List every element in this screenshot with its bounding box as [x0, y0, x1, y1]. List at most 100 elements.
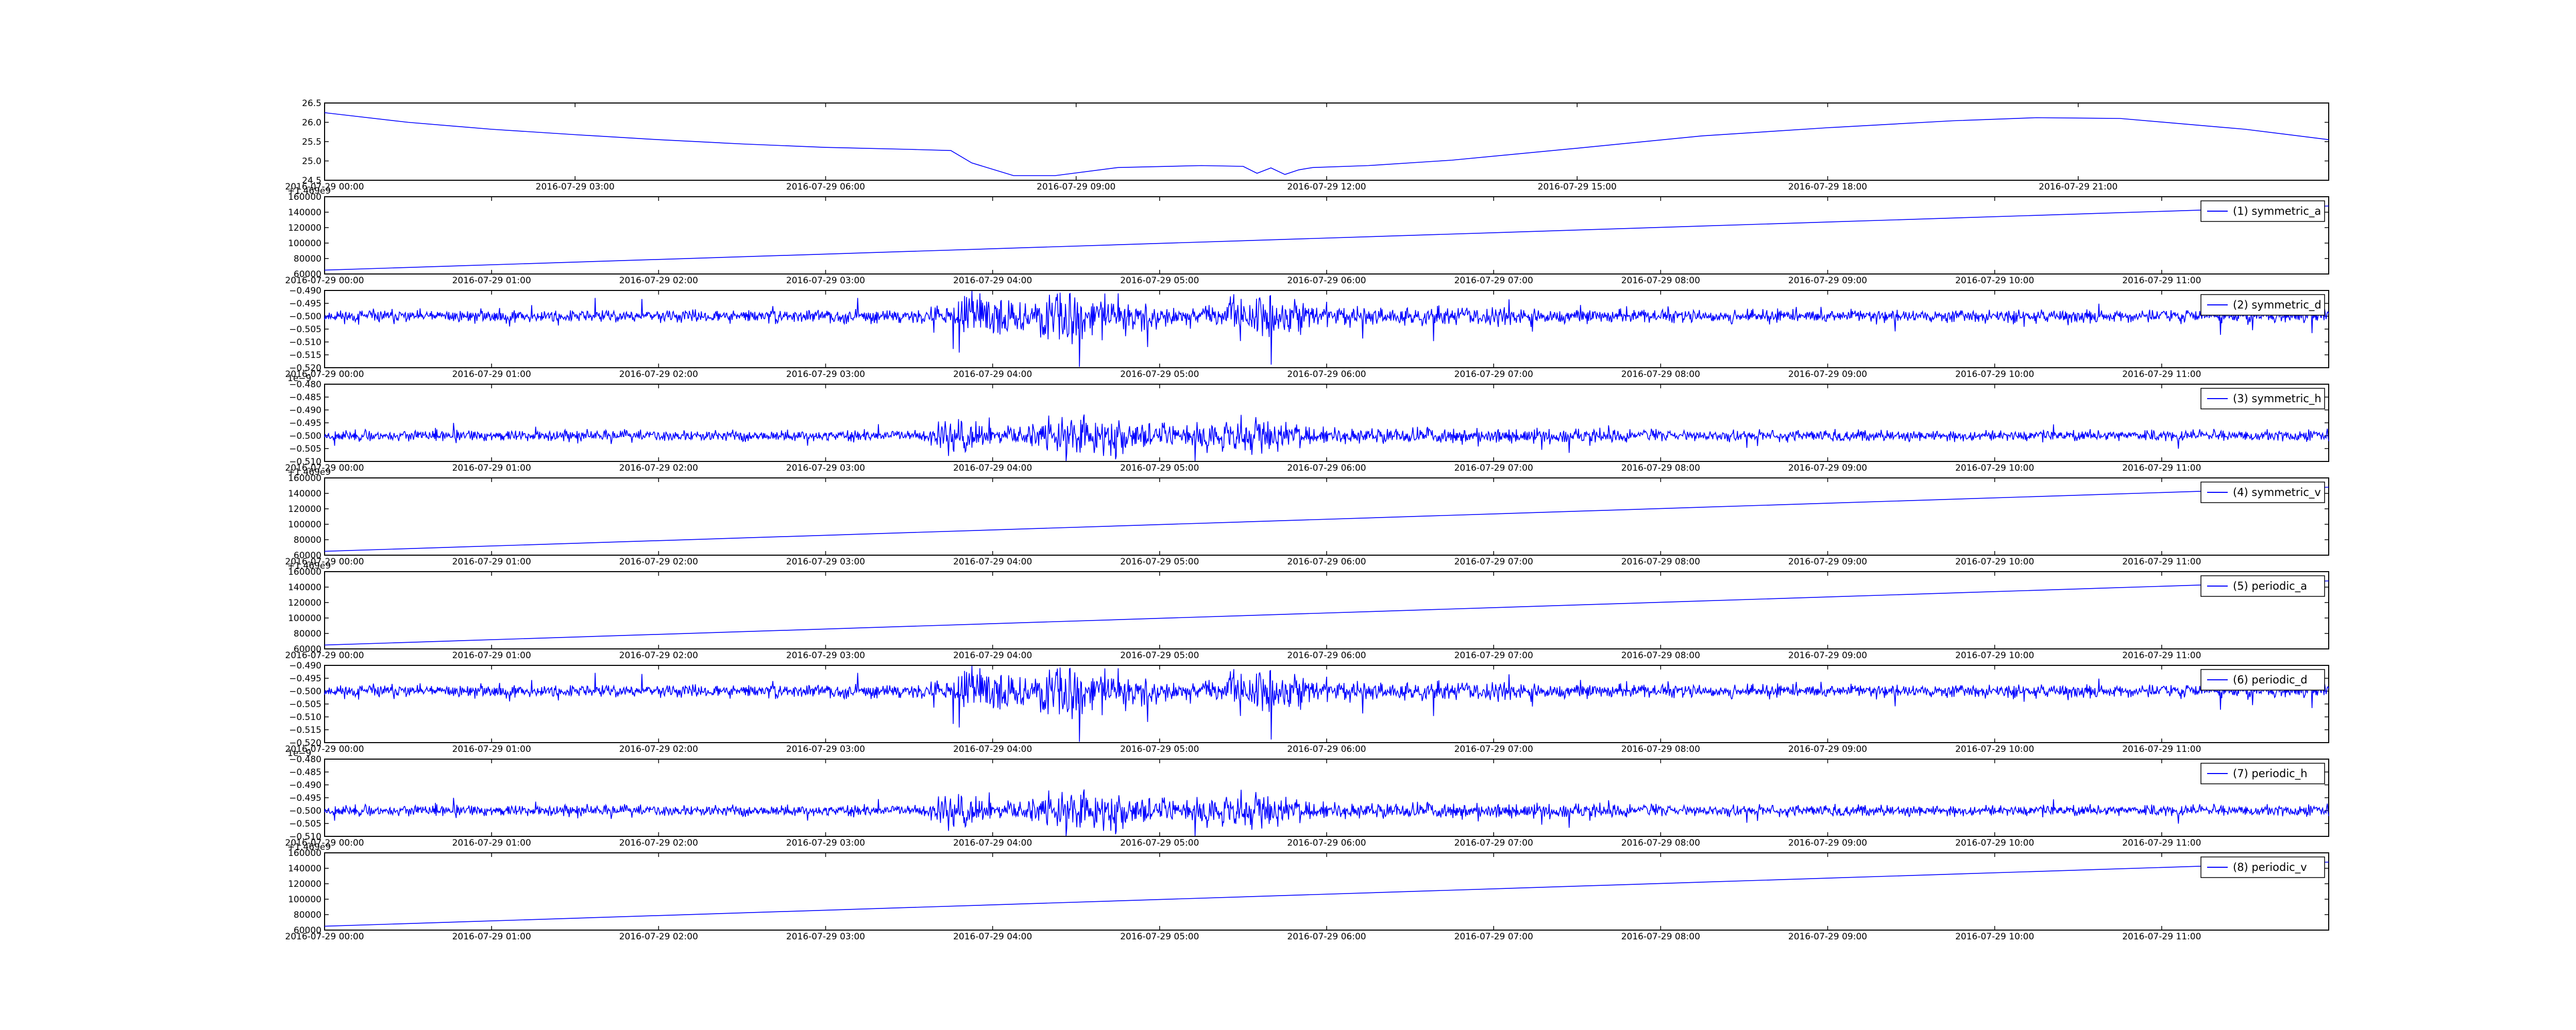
subplot-2: 60000 80000 100000 120000 140000 160000+1.469…: [285, 186, 2329, 286]
x-tick-label: 2016-07-29 08:00: [1621, 932, 1700, 942]
y-tick-label: −0.505: [289, 324, 321, 335]
x-tick-label: 2016-07-29 10:00: [1955, 463, 2034, 473]
y-tick-label: −0.480: [289, 754, 321, 765]
y-tick-label: −0.520: [289, 738, 321, 748]
y-tick-label: −0.500: [289, 312, 321, 322]
y-tick-label: 60000: [294, 551, 321, 561]
series-line: [324, 862, 2329, 927]
subplot-1: 24.5 25.0 25.5 26.0 26.5 2016-07-29 00:00 2016…: [285, 98, 2329, 192]
y-tick-label: −0.480: [289, 380, 321, 390]
x-tick-label: 2016-07-29 02:00: [619, 276, 698, 286]
x-tick-label: 2016-07-29 05:00: [1120, 557, 1199, 567]
y-tick-label: 60000: [294, 925, 321, 936]
legend: (1) symmetric_a: [2200, 200, 2325, 222]
y-tick-label: 80000: [294, 254, 321, 264]
y-tick-label: −0.500: [289, 686, 321, 697]
series-line: [324, 290, 2329, 367]
legend-label: (6) periodic_d: [2233, 674, 2308, 686]
x-tick-label: 2016-07-29 11:00: [2122, 463, 2201, 473]
x-tick-label: 2016-07-29 06:00: [1287, 838, 1366, 848]
x-tick-label: 2016-07-29 07:00: [1454, 932, 1533, 942]
x-tick-label: 2016-07-29 06:00: [1287, 932, 1366, 942]
x-tick-label: 2016-07-29 02:00: [619, 744, 698, 754]
x-tick-label: 2016-07-29 06:00: [1287, 369, 1366, 380]
x-tick-label: 2016-07-29 03:00: [786, 557, 865, 567]
series-line: [324, 665, 2329, 742]
x-tick-label: 2016-07-29 02:00: [619, 932, 698, 942]
axes-frame: [324, 477, 2329, 556]
y-tick-label: 140000: [288, 864, 321, 874]
y-tick-label: −0.495: [289, 674, 321, 684]
legend-label: (7) periodic_h: [2233, 767, 2308, 780]
x-tick-label: 2016-07-29 00:00: [285, 182, 364, 192]
axes-frame: [324, 852, 2329, 931]
x-tick-label: 2016-07-29 04:00: [953, 838, 1032, 848]
x-tick-label: 2016-07-29 06:00: [786, 182, 865, 192]
y-tick-label: 25.0: [302, 157, 321, 167]
x-tick-label: 2016-07-29 02:00: [619, 838, 698, 848]
x-tick-label: 2016-07-29 09:00: [1788, 276, 1867, 286]
legend-label: (2) symmetric_d: [2233, 299, 2321, 312]
y-tick-label: 120000: [288, 504, 321, 514]
y-tick-label: −0.510: [289, 712, 321, 723]
x-tick-label: 2016-07-29 06:00: [1287, 650, 1366, 661]
x-tick-label: 2016-07-29 06:00: [1287, 463, 1366, 473]
x-tick-label: 2016-07-29 01:00: [452, 557, 531, 567]
y-offset-label: +1.469e9: [287, 842, 331, 852]
x-tick-label: 2016-07-29 02:00: [619, 650, 698, 661]
y-tick-label: 120000: [288, 879, 321, 889]
axes-frame: [324, 196, 2329, 274]
y-tick-label: 100000: [288, 613, 321, 624]
y-tick-label: 140000: [288, 489, 321, 499]
y-tick-label: −0.490: [289, 661, 321, 671]
y-tick-label: 25.5: [302, 137, 321, 147]
x-tick-label: 2016-07-29 01:00: [452, 650, 531, 661]
y-tick-label: 160000: [288, 848, 321, 859]
x-tick-label: 2016-07-29 05:00: [1120, 650, 1199, 661]
x-tick-label: 2016-07-29 06:00: [1287, 557, 1366, 567]
y-tick-label: 140000: [288, 582, 321, 593]
x-tick-label: 2016-07-29 07:00: [1454, 463, 1533, 473]
y-tick-label: 60000: [294, 269, 321, 280]
x-tick-label: 2016-07-29 00:00: [285, 650, 364, 661]
legend-label: (1) symmetric_a: [2233, 205, 2321, 218]
x-tick-label: 2016-07-29 04:00: [953, 744, 1032, 754]
x-tick-label: 2016-07-29 08:00: [1621, 369, 1700, 380]
x-tick-label: 2016-07-29 07:00: [1454, 744, 1533, 754]
y-tick-label: 120000: [288, 223, 321, 233]
x-tick-label: 2016-07-29 04:00: [953, 650, 1032, 661]
x-tick-label: 2016-07-29 09:00: [1788, 557, 1867, 567]
legend: (6) periodic_d: [2200, 669, 2325, 691]
x-tick-label: 2016-07-29 01:00: [452, 463, 531, 473]
y-tick-label: 100000: [288, 895, 321, 905]
series-line: [324, 789, 2329, 836]
y-tick-label: −0.505: [289, 819, 321, 829]
y-tick-label: 160000: [288, 192, 321, 202]
x-tick-label: 2016-07-29 11:00: [2122, 932, 2201, 942]
series-line: [324, 205, 2329, 271]
subplot-4: −0.510 −0.505 −0.500 −0.495 −0.490 −0.485 −0.4…: [285, 373, 2329, 473]
x-tick-label: 2016-07-29 09:00: [1788, 838, 1867, 848]
x-tick-label: 2016-07-29 08:00: [1621, 744, 1700, 754]
axes-frame: [324, 384, 2329, 462]
x-tick-label: 2016-07-29 00:00: [285, 744, 364, 754]
legend-label: (5) periodic_a: [2233, 580, 2307, 593]
subplot-9: 60000 80000 100000 120000 140000 160000+1.469…: [285, 842, 2329, 942]
x-tick-label: 2016-07-29 08:00: [1621, 276, 1700, 286]
x-tick-label: 2016-07-29 09:00: [1788, 744, 1867, 754]
x-tick-label: 2016-07-29 03:00: [786, 463, 865, 473]
subplot-5: 60000 80000 100000 120000 140000 160000+1.469…: [285, 467, 2329, 567]
x-tick-label: 2016-07-29 04:00: [953, 932, 1032, 942]
y-offset-label: +1.469e9: [287, 467, 331, 477]
x-tick-label: 2016-07-29 11:00: [2122, 744, 2201, 754]
y-tick-label: −0.510: [289, 457, 321, 467]
y-offset-label: 1e−9: [287, 373, 311, 384]
x-tick-label: 2016-07-29 02:00: [619, 369, 698, 380]
x-tick-label: 2016-07-29 08:00: [1621, 838, 1700, 848]
y-tick-label: −0.490: [289, 780, 321, 791]
x-tick-label: 2016-07-29 01:00: [452, 744, 531, 754]
y-offset-label: +1.469e9: [287, 561, 331, 571]
x-tick-label: 2016-07-29 05:00: [1120, 838, 1199, 848]
x-tick-label: 2016-07-29 00:00: [285, 276, 364, 286]
